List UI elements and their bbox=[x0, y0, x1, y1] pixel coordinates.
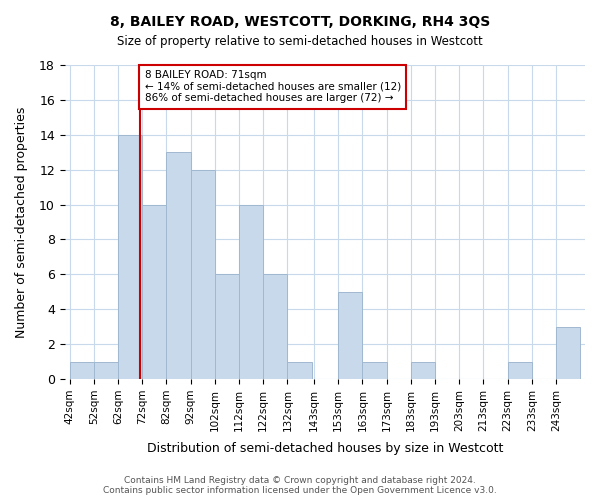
Bar bbox=[556, 326, 580, 379]
Y-axis label: Number of semi-detached properties: Number of semi-detached properties bbox=[15, 106, 28, 338]
Bar bbox=[411, 362, 435, 379]
Text: Size of property relative to semi-detached houses in Westcott: Size of property relative to semi-detach… bbox=[117, 35, 483, 48]
Bar bbox=[142, 204, 166, 379]
Bar bbox=[362, 362, 386, 379]
Bar bbox=[508, 362, 532, 379]
X-axis label: Distribution of semi-detached houses by size in Westcott: Distribution of semi-detached houses by … bbox=[146, 442, 503, 455]
Bar bbox=[287, 362, 311, 379]
Text: 8 BAILEY ROAD: 71sqm
← 14% of semi-detached houses are smaller (12)
86% of semi-: 8 BAILEY ROAD: 71sqm ← 14% of semi-detac… bbox=[145, 70, 401, 103]
Bar bbox=[338, 292, 362, 379]
Bar bbox=[239, 204, 263, 379]
Text: 8, BAILEY ROAD, WESTCOTT, DORKING, RH4 3QS: 8, BAILEY ROAD, WESTCOTT, DORKING, RH4 3… bbox=[110, 15, 490, 29]
Bar bbox=[191, 170, 215, 379]
Bar bbox=[94, 362, 118, 379]
Text: Contains HM Land Registry data © Crown copyright and database right 2024.
Contai: Contains HM Land Registry data © Crown c… bbox=[103, 476, 497, 495]
Bar bbox=[70, 362, 94, 379]
Bar bbox=[166, 152, 191, 379]
Bar bbox=[118, 135, 142, 379]
Bar bbox=[215, 274, 239, 379]
Bar bbox=[263, 274, 287, 379]
